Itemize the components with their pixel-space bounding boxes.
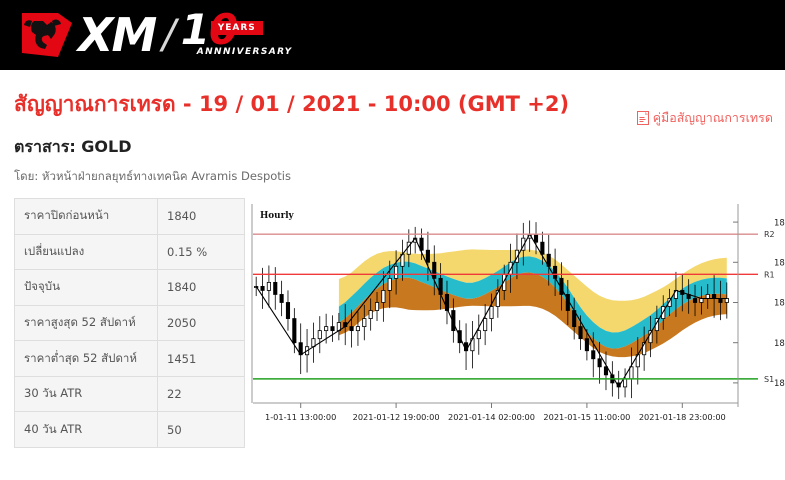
stat-label: ราคาต่ำสุด 52 สัปดาห์ — [14, 340, 158, 377]
xm-wordmark: XM — [78, 8, 157, 62]
trading-signals-guide-link[interactable]: คู่มือสัญญาณการเทรด — [636, 108, 773, 128]
stat-label: ปัจจุบัน — [14, 269, 158, 306]
table-row: เปลี่ยนแปลง 0.15 % — [14, 233, 245, 271]
stat-value: 1840 — [157, 198, 245, 235]
table-row: 30 วัน ATR 22 — [14, 375, 245, 413]
stat-value: 1451 — [157, 340, 245, 377]
xm-logo[interactable]: XM / 10 YEARS ANNNIVERSARY — [18, 8, 291, 62]
table-row: ราคาสูงสุด 52 สัปดาห์ 2050 — [14, 304, 245, 342]
svg-text:1840: 1840 — [774, 299, 785, 309]
svg-text:1850: 1850 — [774, 258, 785, 268]
page-title: สัญญาณการเทรด - 19 / 01 / 2021 - 10:00 (… — [14, 92, 570, 116]
instrument-stats-table: ราคาปิดก่อนหน้า 1840 เปลี่ยนแปลง 0.15 % … — [14, 198, 245, 448]
stat-value: 22 — [157, 375, 245, 413]
title-section: สัญญาณการเทรด - 19 / 01 / 2021 - 10:00 (… — [0, 88, 785, 125]
svg-text:Hourly: Hourly — [260, 211, 295, 221]
instrument-title: ตราสาร: GOLD — [14, 137, 132, 156]
stat-label: ราคาปิดก่อนหน้า — [14, 198, 158, 235]
stat-label: เปลี่ยนแปลง — [14, 233, 158, 271]
stat-label: ราคาสูงสุด 52 สัปดาห์ — [14, 304, 158, 342]
svg-text:1-01-11 13:00:00: 1-01-11 13:00:00 — [265, 412, 336, 422]
table-row: ปัจจุบัน 1840 — [14, 269, 245, 306]
svg-text:R2: R2 — [764, 230, 775, 239]
stat-value: 1840 — [157, 269, 245, 306]
svg-text:2021-01-18 23:00:00: 2021-01-18 23:00:00 — [639, 412, 726, 422]
anniversary-label: ANNNIVERSARY — [196, 47, 293, 57]
content-area: ราคาปิดก่อนหน้า 1840 เปลี่ยนแปลง 0.15 % … — [0, 198, 785, 448]
table-row: ราคาปิดก่อนหน้า 1840 — [14, 198, 245, 235]
bull-logo-icon — [18, 9, 76, 61]
stat-label: 40 วัน ATR — [14, 411, 158, 448]
stat-value: 0.15 % — [157, 233, 245, 271]
logo-divider: / — [162, 12, 176, 58]
svg-text:S1: S1 — [764, 375, 774, 384]
svg-text:1860: 1860 — [774, 218, 785, 228]
guide-link-label: คู่มือสัญญาณการเทรด — [652, 110, 773, 125]
svg-text:R1: R1 — [764, 270, 775, 279]
author-byline: โดย: หัวหน้าฝ่ายกลยุทธ์ทางเทคนิค Avramis… — [14, 169, 291, 183]
table-row: ราคาต่ำสุด 52 สัปดาห์ 1451 — [14, 340, 245, 377]
svg-text:2021-01-12 19:00:00: 2021-01-12 19:00:00 — [353, 412, 440, 422]
stat-label: 30 วัน ATR — [14, 375, 158, 413]
pdf-file-icon — [636, 111, 649, 125]
price-chart[interactable]: R2 R1 S1 1860 1850 1840 1830 1820 1-01-11 13:00:… — [248, 198, 785, 448]
site-header: XM / 10 YEARS ANNNIVERSARY — [0, 0, 785, 70]
svg-text:1820: 1820 — [774, 379, 785, 389]
stat-value: 2050 — [157, 304, 245, 342]
svg-text:2021-01-14 02:00:00: 2021-01-14 02:00:00 — [448, 412, 535, 422]
anniversary-badge: 10 YEARS ANNNIVERSARY — [181, 9, 291, 61]
svg-text:2021-01-15 11:00:00: 2021-01-15 11:00:00 — [543, 412, 630, 422]
table-row: 40 วัน ATR 50 — [14, 411, 245, 448]
svg-text:1830: 1830 — [774, 339, 785, 349]
stat-value: 50 — [157, 411, 245, 448]
anniversary-years-ribbon: YEARS — [210, 21, 263, 35]
